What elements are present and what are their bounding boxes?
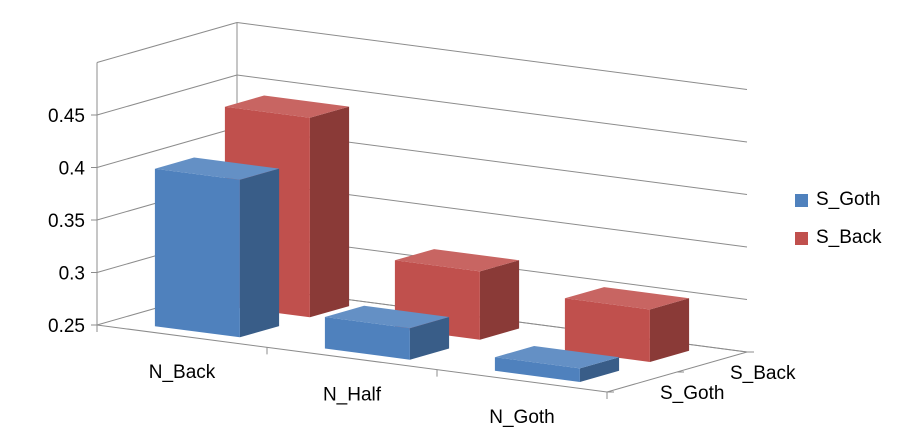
bar-top	[394, 249, 520, 272]
bar-side	[309, 106, 350, 318]
y-tick-label: 0.35	[48, 211, 85, 232]
bar-top	[564, 287, 690, 310]
bar-top	[154, 157, 280, 180]
bar-top	[224, 95, 350, 118]
bar-s-back-n-goth	[564, 287, 690, 362]
gridline	[236, 22, 748, 90]
side-gridline	[96, 127, 238, 168]
x-axis	[96, 324, 608, 393]
legend-item-s-goth: S_Goth	[795, 188, 881, 212]
legend-swatch-s-goth	[795, 193, 808, 207]
bar-front	[494, 357, 580, 382]
y-tick-label: 0.3	[59, 264, 85, 285]
bar-top	[324, 305, 450, 329]
bar-s-goth-n-goth	[494, 346, 620, 382]
x-tick-label: N_Goth	[489, 407, 554, 428]
x-tick-label: N_Back	[149, 362, 216, 383]
bar-side	[239, 168, 280, 338]
axes	[91, 114, 754, 399]
bar-side	[409, 317, 450, 360]
axis-labels: 0.25 0.3 0.35 0.4 0.45 N_Back N_Half N_Goth S_Go…	[48, 106, 796, 428]
bar-s-goth-n-half	[324, 305, 450, 360]
side-gridline	[96, 74, 238, 116]
depth-tick-label: S_Back	[730, 363, 796, 384]
legend-label-s-back: S_Back	[816, 227, 882, 248]
y-tick-label: 0.25	[48, 316, 85, 337]
bar-side	[649, 298, 690, 362]
x-tick-label: N_Half	[323, 384, 382, 405]
y-tick-label: 0.4	[59, 159, 86, 180]
legend: S_Goth S_Back	[795, 188, 881, 264]
depth-tick-label: S_Goth	[660, 383, 724, 404]
legend-item-s-back: S_Back	[795, 226, 881, 250]
bar-front	[324, 317, 410, 360]
bar-side	[479, 260, 520, 340]
legend-label-s-goth: S_Goth	[816, 189, 881, 210]
bar-top	[494, 346, 620, 369]
bars	[154, 95, 690, 382]
bar-s-goth-n-back	[154, 157, 280, 338]
y-tick-label: 0.45	[48, 106, 85, 127]
gridline	[236, 74, 748, 143]
bar-front	[154, 168, 240, 338]
bar-front	[564, 298, 650, 362]
side-gridline	[96, 22, 238, 63]
bar-side	[579, 357, 620, 382]
legend-swatch-s-back	[795, 231, 808, 245]
